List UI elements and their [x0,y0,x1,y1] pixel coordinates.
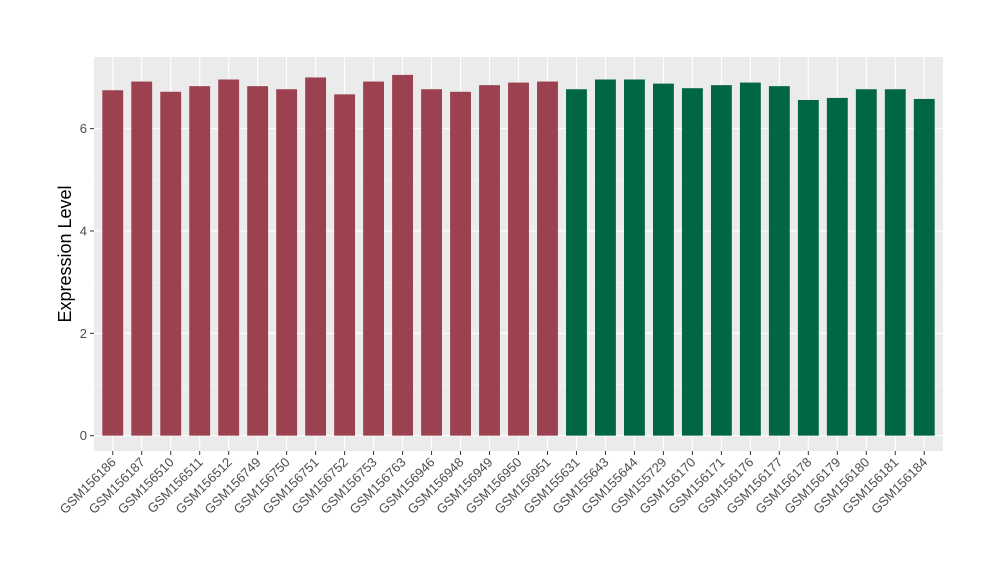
bar-GSM155644 [623,79,645,436]
bar-GSM156512 [218,79,240,436]
bar-GSM156763 [392,74,414,436]
bar-GSM156752 [334,94,356,436]
bar-GSM156180 [855,89,877,436]
x-axis: GSM156186GSM156187GSM156510GSM156511GSM1… [57,451,930,517]
bar-GSM155631 [566,89,587,436]
bar-GSM156753 [363,81,385,436]
bars [102,74,935,436]
bar-GSM156951 [537,81,558,436]
bar-GSM156171 [710,85,732,436]
bar-GSM156179 [826,97,848,436]
y-axis-title: Expression Level [55,185,75,322]
bar-GSM156946 [421,89,442,436]
bar-GSM156750 [276,89,298,436]
bar-GSM156178 [797,99,819,436]
bar-GSM156749 [247,86,269,436]
bar-GSM156949 [479,85,500,436]
bar-GSM156184 [913,98,935,436]
y-tick-label: 4 [80,223,87,238]
bar-GSM155643 [595,79,616,436]
bar-GSM156511 [189,86,211,436]
bar-GSM156170 [681,88,703,436]
bar-GSM156950 [508,82,529,436]
bar-GSM156510 [160,91,182,436]
y-tick-label: 0 [80,428,87,443]
bar-GSM156176 [739,82,761,436]
bar-GSM156186 [102,90,124,436]
bar-GSM156181 [884,89,906,436]
y-axis: 0 2 4 6 [80,121,94,443]
y-tick-label: 2 [80,326,87,341]
bar-GSM156948 [450,91,471,436]
bar-GSM155729 [652,83,674,436]
bar-GSM156751 [305,77,327,436]
bar-GSM156177 [768,86,790,436]
y-tick-label: 6 [80,121,87,136]
bar-GSM156187 [131,81,153,436]
